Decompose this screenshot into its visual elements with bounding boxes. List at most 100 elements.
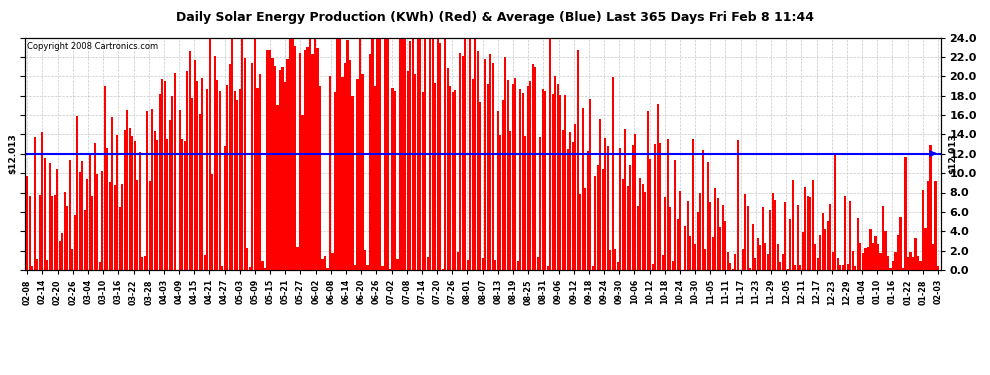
Bar (894, 252, 897, 270)
Bar (314, 38, 316, 270)
Bar (592, 266, 594, 270)
Bar (859, 243, 861, 270)
Bar (481, 258, 484, 270)
Bar (414, 74, 416, 270)
Bar (29, 196, 31, 270)
Bar (807, 196, 809, 270)
Bar (825, 229, 827, 270)
Bar (269, 51, 271, 270)
Bar (219, 92, 221, 270)
Bar (827, 221, 829, 270)
Bar (815, 244, 817, 270)
Bar (797, 206, 799, 270)
Bar (344, 63, 346, 270)
Bar (862, 253, 864, 270)
Bar (835, 153, 837, 270)
Bar (732, 269, 734, 270)
Bar (42, 132, 44, 270)
Bar (649, 159, 651, 270)
Bar (96, 174, 98, 270)
Bar (687, 201, 689, 270)
Bar (571, 142, 574, 270)
Bar (89, 155, 91, 270)
Bar (196, 81, 198, 270)
Bar (712, 237, 714, 270)
Bar (930, 145, 932, 270)
Bar (419, 38, 421, 270)
Bar (206, 89, 209, 270)
Bar (214, 56, 216, 270)
Bar (854, 266, 856, 270)
Bar (507, 80, 509, 270)
Bar (186, 71, 188, 270)
Bar (802, 232, 804, 270)
Bar (659, 143, 661, 270)
Bar (294, 46, 296, 270)
Bar (489, 54, 491, 270)
Bar (622, 179, 624, 270)
Bar (396, 259, 399, 270)
Bar (417, 38, 419, 270)
Bar (139, 152, 141, 270)
Bar (810, 197, 812, 270)
Bar (744, 195, 746, 270)
Bar (44, 158, 46, 270)
Bar (32, 266, 34, 270)
Bar (153, 132, 155, 270)
Bar (337, 38, 339, 270)
Bar (666, 139, 669, 270)
Bar (524, 136, 527, 270)
Bar (627, 186, 629, 270)
Bar (892, 261, 894, 270)
Bar (486, 84, 489, 270)
Bar (789, 219, 791, 270)
Bar (537, 257, 539, 270)
Bar (689, 236, 691, 270)
Bar (544, 91, 546, 270)
Bar (542, 90, 544, 270)
Bar (471, 79, 473, 270)
Bar (199, 114, 201, 270)
Bar (794, 265, 796, 270)
Bar (742, 249, 743, 270)
Bar (867, 247, 869, 270)
Bar (519, 89, 521, 270)
Bar (804, 187, 807, 270)
Bar (517, 261, 519, 270)
Bar (445, 38, 446, 270)
Bar (129, 128, 131, 270)
Bar (637, 206, 639, 270)
Bar (286, 59, 288, 270)
Bar (181, 140, 183, 270)
Bar (39, 195, 41, 270)
Bar (451, 92, 453, 270)
Bar (522, 93, 524, 270)
Bar (514, 78, 516, 270)
Bar (291, 38, 293, 270)
Bar (384, 38, 386, 270)
Bar (332, 253, 334, 270)
Bar (432, 38, 434, 270)
Bar (179, 110, 181, 270)
Bar (134, 141, 136, 270)
Bar (217, 80, 219, 270)
Bar (799, 265, 802, 270)
Bar (391, 88, 394, 270)
Bar (274, 66, 276, 270)
Bar (499, 135, 501, 270)
Bar (554, 76, 556, 270)
Bar (114, 185, 116, 270)
Bar (424, 38, 426, 270)
Bar (737, 140, 739, 270)
Bar (124, 130, 126, 270)
Bar (442, 268, 444, 270)
Bar (927, 181, 929, 270)
Text: Copyright 2008 Cartronics.com: Copyright 2008 Cartronics.com (27, 42, 157, 51)
Bar (646, 111, 648, 270)
Bar (371, 38, 373, 270)
Bar (661, 255, 664, 270)
Bar (769, 210, 771, 270)
Bar (339, 38, 342, 270)
Bar (907, 257, 909, 270)
Bar (127, 110, 129, 270)
